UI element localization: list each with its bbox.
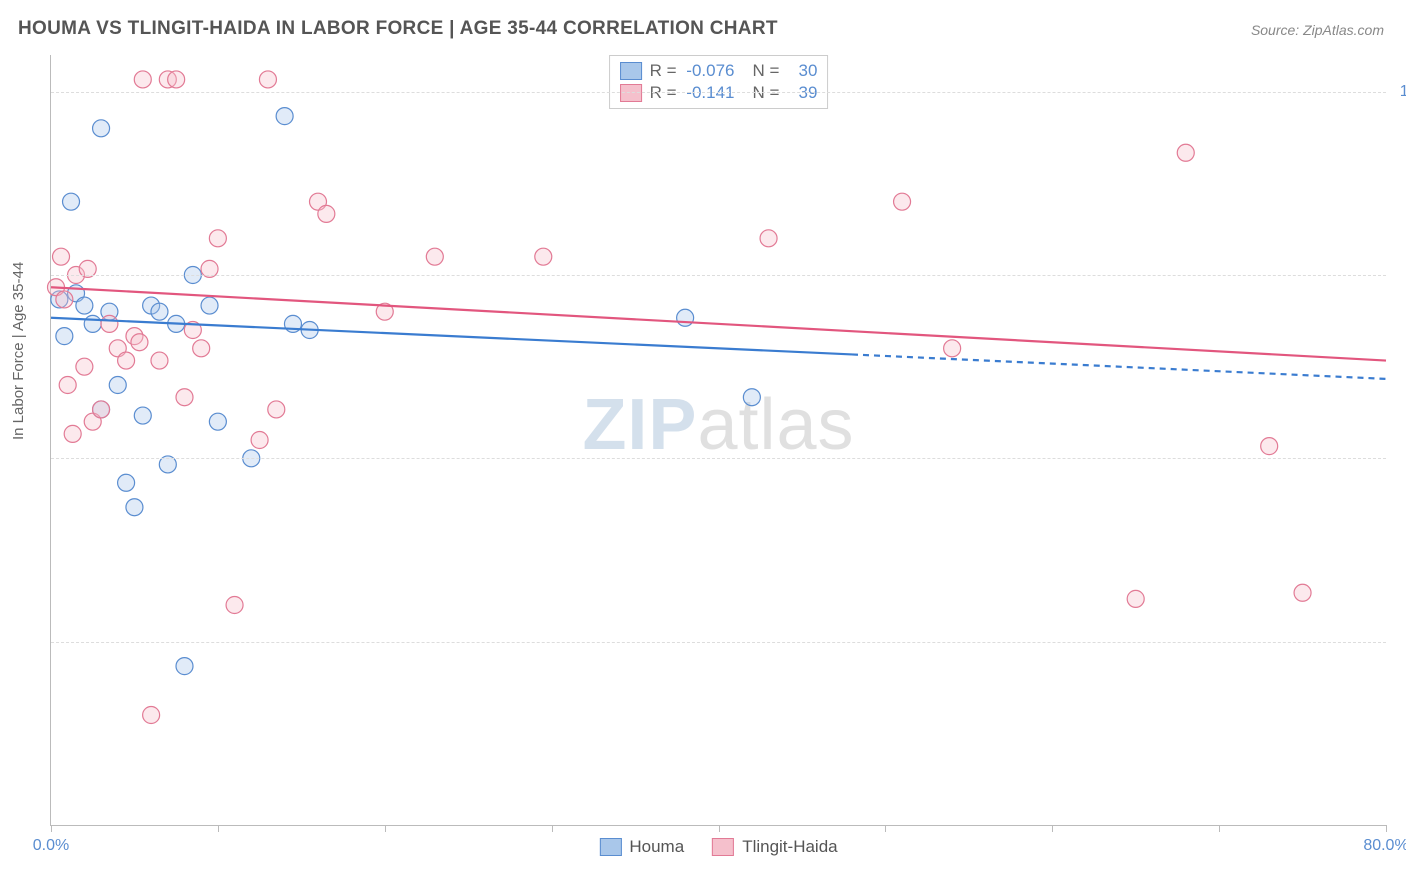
data-point <box>118 352 135 369</box>
legend-item-tlingit: Tlingit-Haida <box>712 837 837 857</box>
data-point <box>743 389 760 406</box>
data-point <box>53 248 70 265</box>
plot-area: ZIPatlas R = -0.076 N = 30 R = -0.141 N … <box>50 55 1386 826</box>
regression-line <box>51 318 852 355</box>
data-point <box>56 291 73 308</box>
gridline <box>51 92 1386 93</box>
gridline <box>51 275 1386 276</box>
stats-row-houma: R = -0.076 N = 30 <box>620 60 818 82</box>
data-point <box>760 230 777 247</box>
data-point <box>151 303 168 320</box>
swatch-houma <box>620 62 642 80</box>
n-label: N = <box>753 61 780 81</box>
gridline <box>51 642 1386 643</box>
x-tick <box>885 825 886 832</box>
data-point <box>64 425 81 442</box>
data-point <box>168 71 185 88</box>
x-tick <box>218 825 219 832</box>
data-point <box>76 297 93 314</box>
data-point <box>318 205 335 222</box>
n-value-houma: 30 <box>787 61 817 81</box>
legend-item-houma: Houma <box>599 837 684 857</box>
data-point <box>426 248 443 265</box>
r-value-houma: -0.076 <box>685 61 735 81</box>
data-point <box>193 340 210 357</box>
chart-container: HOUMA VS TLINGIT-HAIDA IN LABOR FORCE | … <box>0 0 1406 892</box>
data-point <box>56 328 73 345</box>
data-point <box>1261 438 1278 455</box>
r-label: R = <box>650 83 677 103</box>
data-point <box>677 309 694 326</box>
swatch-tlingit <box>620 84 642 102</box>
data-point <box>251 432 268 449</box>
gridline <box>51 458 1386 459</box>
data-point <box>176 658 193 675</box>
data-point <box>131 334 148 351</box>
data-point <box>1127 590 1144 607</box>
data-point <box>84 315 101 332</box>
data-point <box>944 340 961 357</box>
data-point <box>63 193 80 210</box>
data-point <box>535 248 552 265</box>
x-tick <box>385 825 386 832</box>
stats-row-tlingit: R = -0.141 N = 39 <box>620 82 818 104</box>
x-tick <box>552 825 553 832</box>
legend-label-houma: Houma <box>629 837 684 857</box>
data-point <box>276 108 293 125</box>
data-point <box>109 377 126 394</box>
data-point <box>209 230 226 247</box>
stats-legend: R = -0.076 N = 30 R = -0.141 N = 39 <box>609 55 829 109</box>
data-point <box>93 120 110 137</box>
plot-svg <box>51 55 1386 825</box>
data-point <box>101 315 118 332</box>
regression-line-dashed <box>852 354 1386 378</box>
x-tick-label: 80.0% <box>1363 837 1406 855</box>
source-label: Source: ZipAtlas.com <box>1251 22 1384 38</box>
data-point <box>151 352 168 369</box>
x-tick-label: 0.0% <box>33 837 69 855</box>
data-point <box>1294 584 1311 601</box>
data-point <box>1177 144 1194 161</box>
legend-label-tlingit: Tlingit-Haida <box>742 837 837 857</box>
chart-title: HOUMA VS TLINGIT-HAIDA IN LABOR FORCE | … <box>18 18 778 40</box>
r-label: R = <box>650 61 677 81</box>
data-point <box>226 597 243 614</box>
data-point <box>176 389 193 406</box>
y-tick-label: 100.0% <box>1400 83 1406 101</box>
swatch-tlingit <box>712 838 734 856</box>
data-point <box>118 474 135 491</box>
x-tick <box>719 825 720 832</box>
data-point <box>76 358 93 375</box>
data-point <box>126 499 143 516</box>
x-tick <box>1052 825 1053 832</box>
data-point <box>268 401 285 418</box>
n-value-tlingit: 39 <box>787 83 817 103</box>
x-tick <box>51 825 52 832</box>
r-value-tlingit: -0.141 <box>685 83 735 103</box>
data-point <box>59 377 76 394</box>
data-point <box>259 71 276 88</box>
x-tick <box>1386 825 1387 832</box>
data-point <box>201 297 218 314</box>
x-tick <box>1219 825 1220 832</box>
data-point <box>93 401 110 418</box>
data-point <box>894 193 911 210</box>
swatch-houma <box>599 838 621 856</box>
data-point <box>143 707 160 724</box>
data-point <box>209 413 226 430</box>
y-axis-label: In Labor Force | Age 35-44 <box>10 262 27 440</box>
bottom-legend: Houma Tlingit-Haida <box>599 837 837 857</box>
data-point <box>134 407 151 424</box>
regression-line <box>51 287 1386 360</box>
data-point <box>134 71 151 88</box>
n-label: N = <box>753 83 780 103</box>
